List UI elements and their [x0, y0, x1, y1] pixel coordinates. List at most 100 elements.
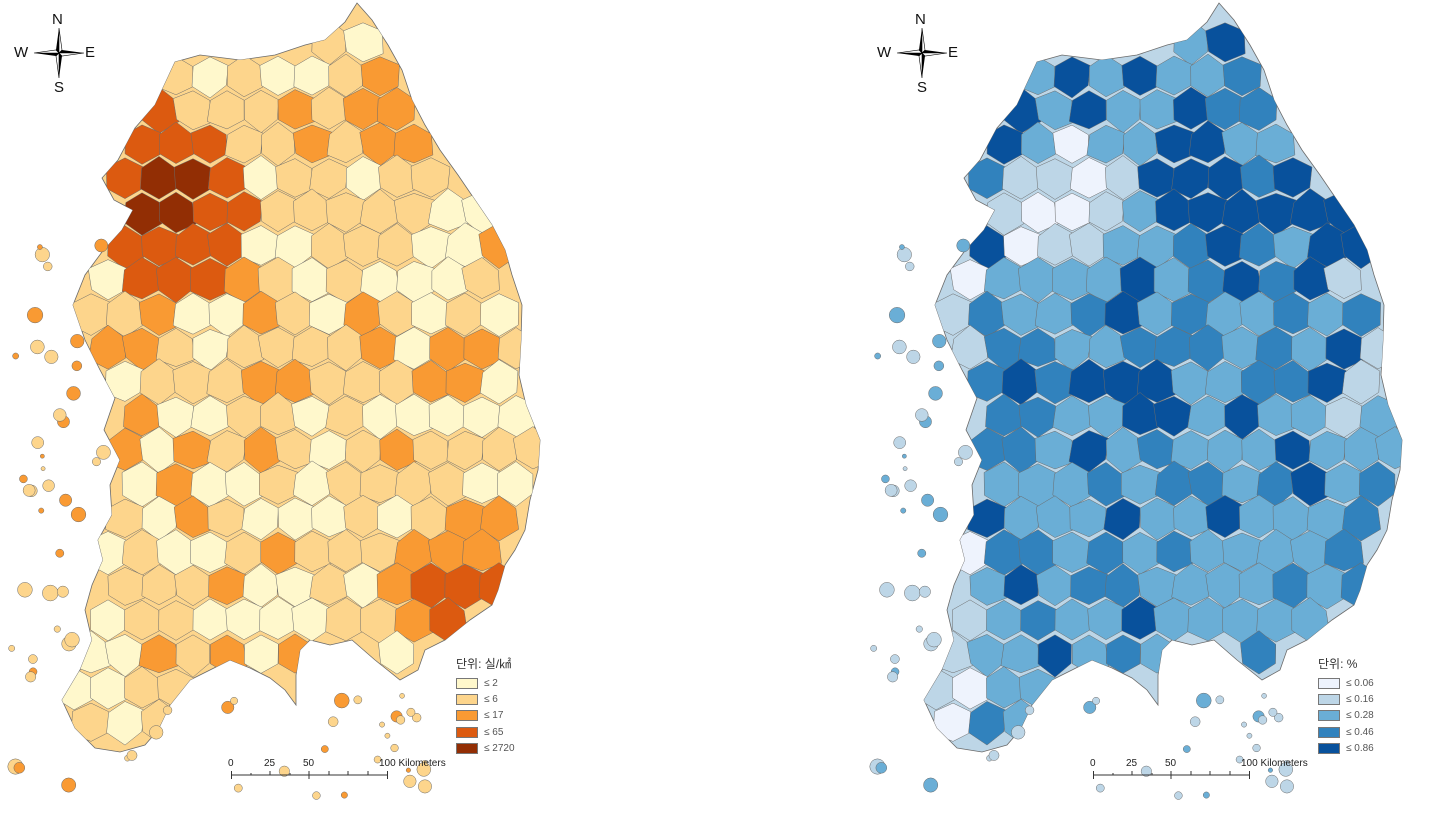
island [44, 349, 59, 364]
island [923, 777, 939, 793]
district-region [1069, 498, 1107, 538]
legend-swatch [456, 693, 478, 705]
district-region [1342, 293, 1381, 337]
district-region [1240, 630, 1277, 675]
compass-south-label: S [917, 79, 928, 96]
island [1083, 700, 1097, 714]
island [26, 307, 44, 324]
island [353, 695, 363, 705]
legend-label: ≤ 0.46 [1346, 726, 1374, 738]
legend-label: ≤ 65 [484, 726, 504, 738]
island [37, 244, 43, 250]
island [55, 548, 65, 558]
district-region [1017, 328, 1058, 367]
district-region [155, 328, 196, 367]
legend-label: ≤ 0.28 [1346, 710, 1374, 722]
island [17, 582, 33, 598]
district-region [1106, 634, 1141, 674]
district-region [378, 630, 415, 675]
island [373, 755, 382, 764]
island [40, 466, 46, 472]
scale-bar-ruler [231, 771, 388, 779]
district-region [172, 430, 214, 470]
district-region [174, 158, 212, 200]
island [954, 457, 963, 467]
island [1025, 705, 1035, 715]
district-region [1323, 257, 1362, 299]
scale-label-100: 100 Kilometers [1241, 758, 1308, 769]
island [1235, 755, 1244, 764]
legend-label: ≤ 17 [484, 710, 504, 722]
island [406, 707, 416, 717]
district-region [1037, 634, 1072, 678]
district-region [138, 634, 180, 674]
island [28, 654, 38, 664]
island [56, 585, 69, 598]
district-region [462, 528, 502, 572]
island [890, 654, 900, 664]
island [1258, 715, 1268, 725]
island [888, 307, 906, 324]
district-region [275, 158, 315, 198]
legend-label: ≤ 0.06 [1346, 677, 1374, 689]
island [874, 352, 881, 360]
legend-swatch [456, 710, 478, 722]
island [334, 692, 350, 709]
island [904, 479, 917, 492]
district-region [932, 702, 972, 742]
island [905, 261, 915, 272]
korea-map-left [7, 2, 541, 800]
island [1280, 779, 1294, 794]
district-region [1375, 426, 1402, 470]
island [1274, 713, 1284, 723]
island [70, 334, 85, 349]
scale-label-25: 25 [1126, 758, 1138, 769]
island [22, 484, 36, 497]
district-region [1137, 158, 1177, 198]
island [1267, 767, 1273, 773]
island [915, 625, 923, 633]
island [1278, 762, 1293, 777]
island [918, 585, 931, 598]
district-region [1054, 192, 1091, 232]
district-region [1036, 158, 1074, 200]
district-region [461, 257, 500, 299]
compass-star-icon [33, 27, 85, 79]
legend-item: ≤ 65 [456, 724, 515, 740]
island [396, 715, 406, 725]
island [43, 261, 53, 272]
legend-label: ≤ 0.86 [1346, 742, 1374, 754]
island [893, 436, 906, 449]
compass-south-label: S [54, 79, 65, 96]
island [1011, 725, 1026, 740]
district-region [410, 157, 451, 198]
island [230, 696, 238, 705]
island [64, 632, 80, 648]
island [327, 716, 339, 727]
legend-item: ≤ 0.28 [1318, 708, 1374, 724]
island [932, 334, 947, 349]
island [149, 725, 164, 740]
legend-swatch [456, 677, 478, 689]
scale-label-100: 100 Kilometers [379, 758, 446, 769]
district-region [412, 430, 450, 470]
island [928, 386, 943, 401]
island [66, 386, 81, 401]
compass-rose-left: N S W E [14, 12, 106, 96]
scale-label-50: 50 [303, 758, 315, 769]
island [412, 713, 422, 723]
island [926, 632, 942, 648]
district-region [1307, 362, 1347, 403]
island [34, 247, 50, 263]
island [8, 645, 16, 652]
island [902, 453, 907, 459]
island [1095, 783, 1105, 793]
legend-item: ≤ 0.06 [1318, 675, 1374, 691]
legend-item: ≤ 6 [456, 691, 515, 707]
island [38, 507, 45, 514]
island [1189, 716, 1201, 727]
island [1202, 791, 1210, 799]
district-region [107, 567, 146, 606]
legend-swatch [456, 726, 478, 738]
legend-item: ≤ 2720 [456, 740, 515, 756]
